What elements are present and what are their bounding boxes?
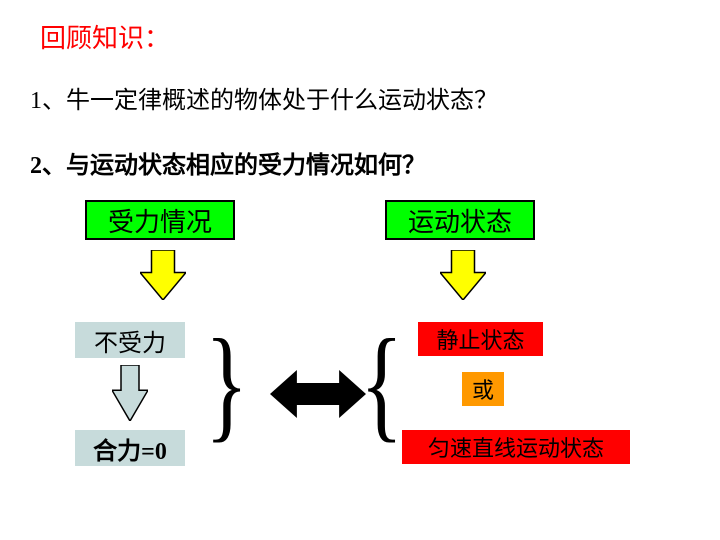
right-brace-icon: } (205, 308, 248, 462)
page-title: 回顾知识： (40, 18, 170, 55)
box-no-force: 不受力 (75, 322, 185, 358)
box-motion-state: 运动状态 (385, 200, 535, 240)
down-arrow-icon (440, 250, 486, 300)
question-2: 2、与运动状态相应的受力情况如何？ (30, 145, 426, 180)
box-or: 或 (462, 372, 504, 406)
box-sum-zero: 合力=0 (75, 430, 185, 466)
left-brace-icon: { (360, 308, 403, 462)
box-uniform-motion: 匀速直线运动状态 (402, 430, 630, 464)
small-down-arrow-icon (112, 365, 148, 421)
box-still-state: 静止状态 (418, 322, 543, 356)
down-arrow-icon (140, 250, 186, 300)
question-1: 1、牛一定律概述的物体处于什么运动状态？ (30, 80, 498, 115)
box-force-condition: 受力情况 (85, 200, 235, 240)
double-arrow-icon (270, 370, 366, 418)
